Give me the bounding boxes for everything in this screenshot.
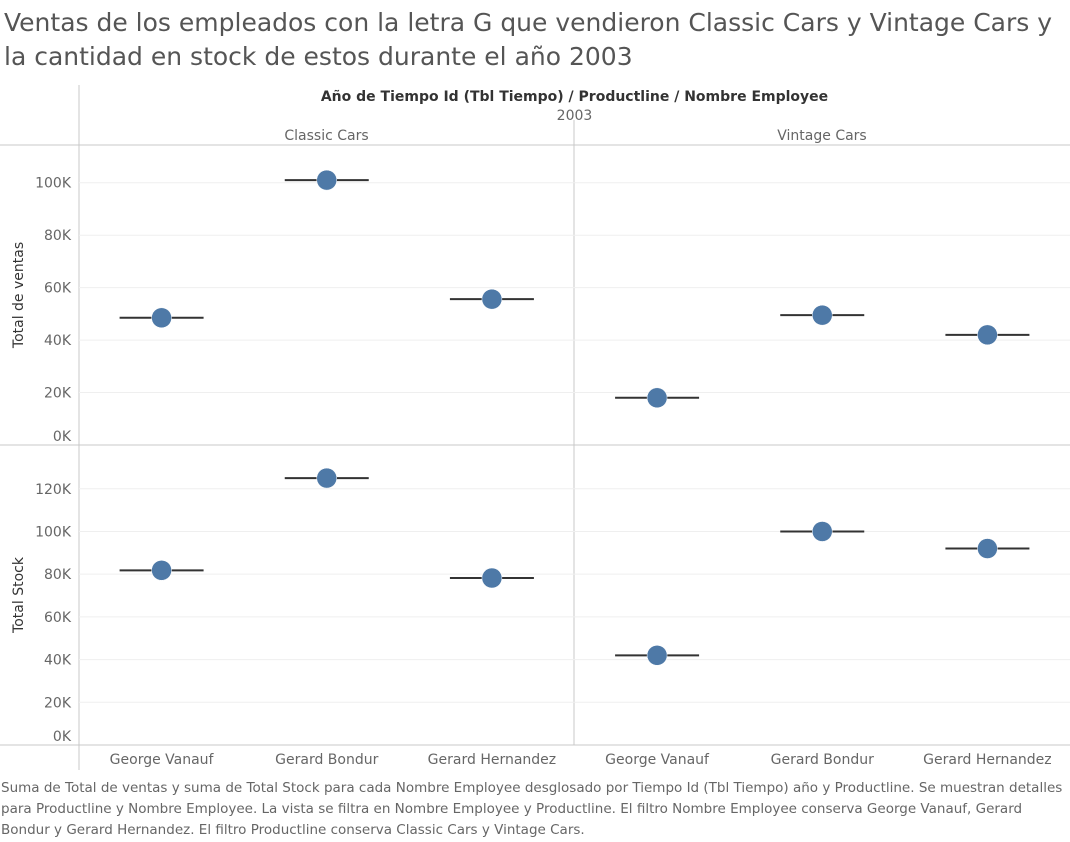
data-point <box>977 538 998 559</box>
y-tick-label: 60K <box>44 610 72 626</box>
x-tick-label: George Vanauf <box>110 752 215 768</box>
data-point <box>481 567 503 589</box>
chart: Año de Tiempo Id (Tbl Tiempo) / Productl… <box>0 85 1070 770</box>
y-tick-label: 100K <box>35 524 72 540</box>
y-tick-label: 0K <box>53 429 72 445</box>
chart-title: Ventas de los empleados con la letra G q… <box>4 8 1053 71</box>
y-tick-label: 80K <box>44 567 72 583</box>
x-tick-label: Gerard Bondur <box>771 752 874 768</box>
y-tick-label: 40K <box>44 333 72 349</box>
y-axis-label: Total Stock <box>11 556 27 634</box>
y-tick-label: 60K <box>44 281 72 297</box>
x-tick-label: Gerard Bondur <box>275 752 378 768</box>
x-tick-label: George Vanauf <box>605 752 710 768</box>
data-point <box>316 467 337 489</box>
data-point <box>977 324 998 346</box>
y-tick-label: 20K <box>44 695 72 711</box>
y-tick-label: 0K <box>53 729 72 745</box>
y-axis-label: Total de ventas <box>11 242 27 349</box>
productline-header: Classic Cars <box>284 128 368 144</box>
data-point <box>646 387 668 409</box>
data-point <box>316 169 337 191</box>
column-header-title: Año de Tiempo Id (Tbl Tiempo) / Productl… <box>321 89 828 105</box>
data-point <box>151 560 172 581</box>
y-tick-label: 100K <box>35 176 72 192</box>
data-point <box>151 307 172 329</box>
data-point <box>481 288 503 310</box>
data-point <box>646 645 668 666</box>
productline-header: Vintage Cars <box>777 128 866 144</box>
data-point <box>812 521 833 542</box>
year-header: 2003 <box>557 108 593 124</box>
y-tick-label: 40K <box>44 653 72 669</box>
x-tick-label: Gerard Hernandez <box>923 752 1051 768</box>
y-tick-label: 120K <box>35 482 72 498</box>
y-tick-label: 20K <box>44 386 72 402</box>
x-tick-label: Gerard Hernandez <box>428 752 556 768</box>
chart-caption: Suma de Total de ventas y suma de Total … <box>1 780 1063 838</box>
data-point <box>812 304 833 326</box>
y-tick-label: 80K <box>44 228 72 244</box>
